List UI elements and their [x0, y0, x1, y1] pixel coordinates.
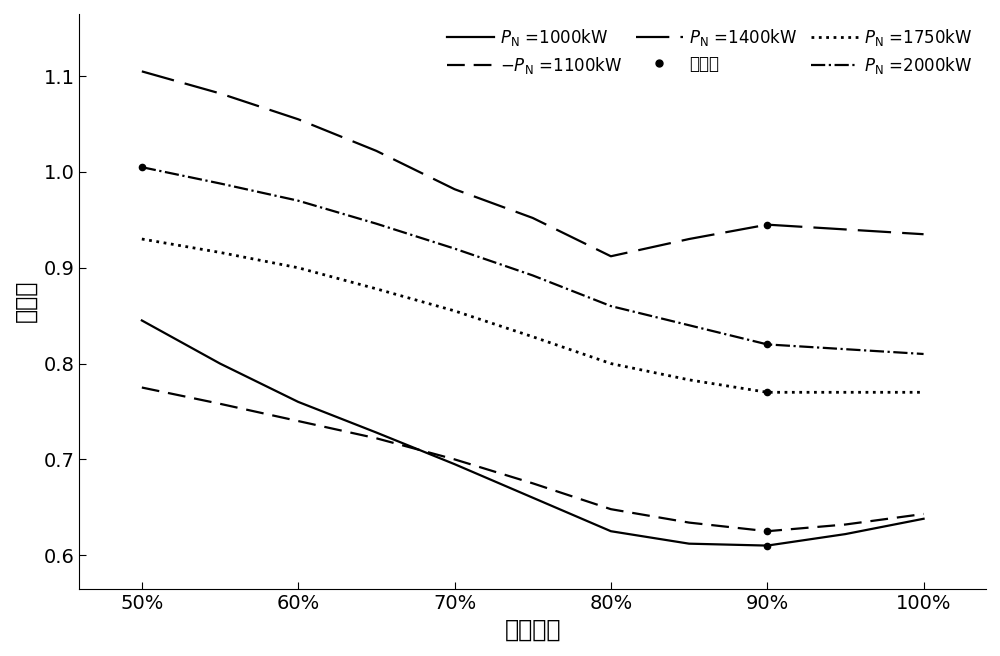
Y-axis label: 热电比: 热电比 — [14, 280, 38, 323]
Legend: $P$$_{\mathrm{N}}$ =1000kW, $-P$$_{\mathrm{N}}$ =1100kW, $P$$_{\mathrm{N}}$ =140: $P$$_{\mathrm{N}}$ =1000kW, $-P$$_{\math… — [442, 22, 978, 81]
X-axis label: 电负载率: 电负载率 — [504, 618, 561, 642]
